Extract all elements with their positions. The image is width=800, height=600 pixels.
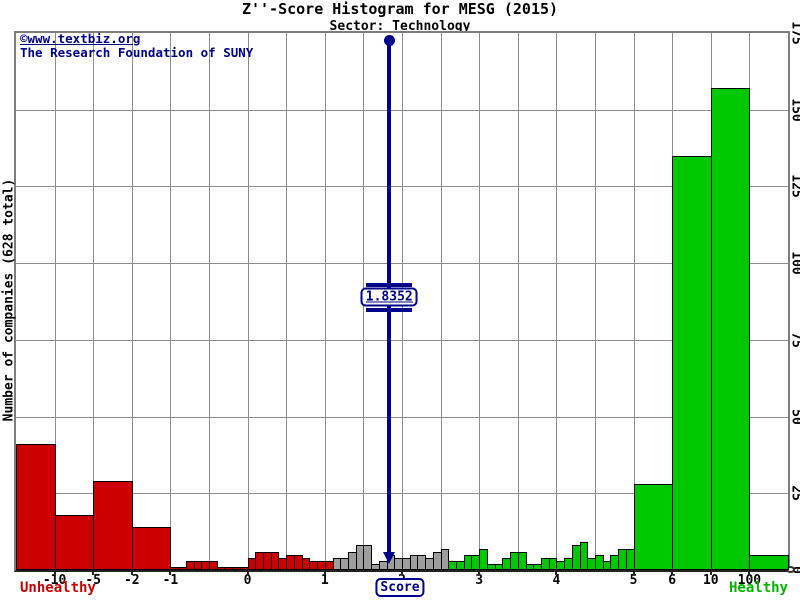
y-tick-label: 50 [788,408,800,425]
vertical-gridline [247,33,249,570]
x-tick-label: 100 [737,573,762,588]
horizontal-gridline [16,493,788,495]
vertical-gridline [93,33,95,570]
chart-subtitle: Sector: Technology [329,19,471,34]
x-axis-title: Score [375,578,425,597]
x-tick-label: 5 [629,573,638,588]
x-tick-label: -5 [85,573,102,588]
histogram-bar [16,444,56,570]
page-title: Z''-Score Histogram for MESG (2015) [241,0,559,18]
vertical-gridline [479,33,481,570]
histogram-bar [749,554,789,570]
vertical-gridline [595,33,596,570]
histogram-bar [479,548,488,570]
y-tick-label: 125 [788,174,800,199]
marker-cap-bottom [366,308,413,312]
histogram-bar [209,560,218,570]
x-tick-label: 10 [702,573,719,588]
histogram-bar [517,551,527,570]
watermark-org: The Research Foundation of SUNY [20,45,254,60]
horizontal-gridline [16,109,788,111]
histogram-bar [54,514,95,570]
y-axis-title: Number of companies (628 total) [1,178,17,422]
horizontal-gridline [16,339,788,341]
vertical-gridline [556,33,558,570]
histogram-bar [579,542,589,570]
x-tick-mark [555,570,558,575]
x-tick-mark [709,570,712,575]
histogram-bar [710,88,751,570]
x-tick-mark [246,570,249,575]
x-tick-mark [130,570,133,575]
y-tick-label: 25 [788,485,800,502]
x-tick-mark [169,570,172,575]
histogram-bar [672,155,712,570]
marker-value-label: 1.8352 [360,287,418,307]
watermark-link[interactable]: ©www.textbiz.org [20,31,141,46]
vertical-gridline [54,33,56,570]
x-tick-mark [323,570,326,575]
vertical-gridline [131,33,133,570]
x-tick-mark [632,570,635,575]
vertical-gridline [209,33,210,570]
x-tick-label: -2 [123,573,140,588]
healthy-zone-label: Healthy [728,580,788,596]
histogram-bar [633,484,674,570]
horizontal-gridline [16,186,788,188]
marker-dot [384,35,396,46]
histogram-bar [440,548,450,570]
marker-arrowhead-icon [383,552,396,564]
y-tick-label: 75 [788,332,800,348]
vertical-gridline [440,33,442,570]
x-tick-mark [478,570,481,575]
histogram-bar [93,481,133,570]
x-tick-mark [748,570,751,575]
y-tick-label: 150 [788,97,800,122]
x-tick-mark [92,570,95,575]
vertical-gridline [286,33,288,570]
x-tick-label: -1 [162,573,179,588]
marker-cap-top [366,283,413,287]
histogram-bar [131,527,172,570]
x-tick-label: -10 [42,573,67,588]
vertical-gridline [633,33,635,570]
y-tick-label: 175 [788,21,800,45]
x-tick-label: 0 [243,573,252,588]
y-tick-label: 100 [788,251,800,275]
x-tick-mark [401,570,403,575]
x-tick-mark [53,570,56,575]
x-tick-label: 1 [320,573,329,588]
vertical-gridline [517,33,519,570]
horizontal-gridline [16,263,788,265]
horizontal-gridline [16,416,788,418]
x-tick-mark [671,570,674,575]
histogram-bar [363,545,373,570]
vertical-gridline [170,33,172,570]
vertical-gridline [324,33,326,570]
x-tick-label: 4 [552,573,561,588]
unhealthy-zone-label: Unhealthy [20,580,96,596]
x-tick-label: 6 [668,573,677,588]
watermark: ©www.textbiz.org The Research Foundation… [20,32,253,60]
x-tick-label: 3 [475,573,484,588]
plot-area: 1.8352 [14,31,790,572]
